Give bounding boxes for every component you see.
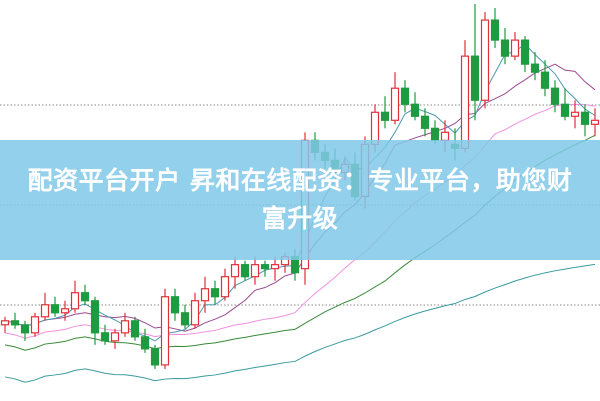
candle-up <box>570 111 580 117</box>
candle-up <box>70 292 80 310</box>
candle-down <box>80 292 90 302</box>
candle-down <box>430 127 440 141</box>
candle-down <box>500 39 510 57</box>
candle-down <box>540 71 550 89</box>
candle-up <box>200 288 210 302</box>
candle-down <box>170 296 180 314</box>
candle-up <box>0 320 10 326</box>
candle-up <box>160 296 170 366</box>
candle-down <box>150 348 160 366</box>
candle-down <box>210 288 220 298</box>
candle-down <box>400 87 410 105</box>
candle-down <box>140 336 150 350</box>
candle-down <box>90 300 100 334</box>
candle-down <box>470 55 480 101</box>
candle-up <box>110 332 120 342</box>
candle-down <box>520 39 530 65</box>
candle-down <box>260 264 270 270</box>
candle-up <box>390 87 400 121</box>
candle-up <box>30 316 40 334</box>
candle-down <box>180 312 190 326</box>
ma120-line <box>4 263 596 383</box>
candle-down <box>560 103 570 117</box>
candle-down <box>550 87 560 105</box>
candle-down <box>50 304 60 314</box>
candle-down <box>240 264 250 278</box>
candle-up <box>510 39 520 57</box>
banner-title: 配资平台开户 昇和在线配资：专业平台，助您财富升级 <box>27 166 573 233</box>
candle-up <box>590 119 600 125</box>
candle-down <box>10 320 20 326</box>
candle-down <box>380 111 390 121</box>
title-banner: 配资平台开户 昇和在线配资：专业平台，助您财富升级 <box>0 140 600 260</box>
candle-down <box>530 63 540 73</box>
candle-down <box>410 103 420 117</box>
candle-up <box>120 320 130 334</box>
candle-down <box>420 115 430 129</box>
candle-up <box>220 276 230 298</box>
candle-up <box>480 19 490 101</box>
candle-up <box>40 304 50 318</box>
candle-up <box>270 264 280 270</box>
candle-up <box>250 264 260 278</box>
candle-down <box>490 19 500 41</box>
candle-down <box>130 320 140 338</box>
candle-down <box>100 332 110 342</box>
candle-down <box>20 324 30 334</box>
candle-up <box>460 55 470 149</box>
candle-up <box>230 264 240 278</box>
ma20-line <box>4 103 596 339</box>
ma10-line <box>4 63 596 332</box>
candle-up <box>60 308 70 314</box>
candle-up <box>190 300 200 326</box>
candle-down <box>580 111 590 125</box>
